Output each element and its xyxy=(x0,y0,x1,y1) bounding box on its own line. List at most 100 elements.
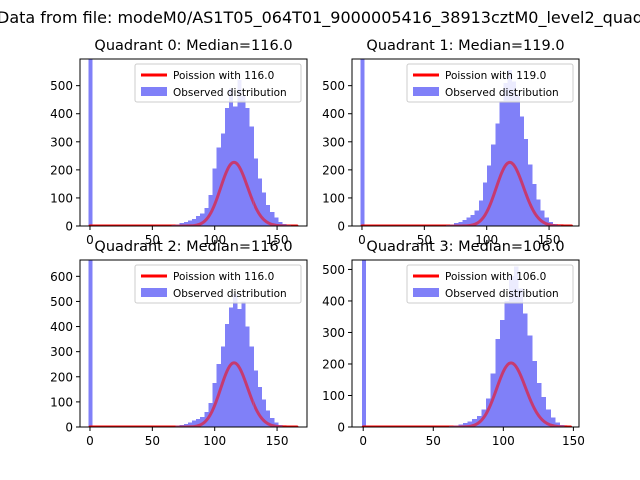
histogram-bar-overlay xyxy=(196,216,201,226)
y-tick-label: 400 xyxy=(50,320,73,334)
x-tick-label: 50 xyxy=(426,434,441,448)
histogram-bar xyxy=(520,116,525,226)
histogram-bar-overlay xyxy=(458,221,463,226)
histogram-bar xyxy=(200,416,205,427)
histogram-bar-overlay xyxy=(450,224,455,226)
histogram-bar xyxy=(257,178,262,226)
figure-suptitle: Data from file: modeM0/AS1T05_064T01_900… xyxy=(0,8,640,27)
histogram-bar-overlay xyxy=(462,219,467,226)
histogram-bar-overlay xyxy=(504,300,510,427)
legend-patch-swatch xyxy=(141,288,167,297)
histogram-bar xyxy=(462,423,468,427)
histogram-bar-overlay xyxy=(233,106,238,226)
y-tick-label: 100 xyxy=(50,395,73,409)
plot-area xyxy=(88,260,299,427)
histogram-bar-overlay xyxy=(261,192,267,226)
histogram-bar-overlay xyxy=(560,425,565,427)
histogram-bar-overlay xyxy=(476,415,482,427)
subplot-title: Quadrant 3: Median=106.0 xyxy=(366,239,564,255)
histogram-bar xyxy=(229,88,234,226)
legend-frame xyxy=(406,63,574,103)
histogram-bar xyxy=(88,59,93,226)
x-tick-label: 100 xyxy=(203,434,226,448)
histogram-bar xyxy=(224,108,230,226)
histogram-bar xyxy=(503,82,508,226)
histogram-bar-overlay xyxy=(241,301,246,427)
histogram-bar xyxy=(229,307,234,427)
x-tick-label: 150 xyxy=(266,434,289,448)
histogram-bar-overlay xyxy=(536,199,541,226)
y-tick-label: 400 xyxy=(322,294,345,308)
histogram-bar-overlay xyxy=(245,108,250,226)
histogram-bar-overlay xyxy=(458,424,463,427)
histogram-bar-overlay xyxy=(467,421,473,427)
legend-label-observed: Observed distribution xyxy=(445,87,559,99)
x-tick-label: 0 xyxy=(86,233,94,247)
histogram-bar-overlay xyxy=(544,217,549,226)
histogram-bar xyxy=(486,398,491,427)
x-tick-label: 150 xyxy=(562,434,585,448)
histogram-bar-overlay xyxy=(196,418,201,427)
histogram-bar-overlay xyxy=(270,418,275,427)
y-tick-label: 600 xyxy=(50,270,73,284)
histogram-bar-overlay xyxy=(466,217,471,226)
histogram-bar xyxy=(536,199,541,226)
histogram-bar xyxy=(491,144,496,226)
histogram-bar xyxy=(511,81,516,226)
histogram-bar-overlay xyxy=(511,81,516,226)
histogram-bar xyxy=(245,108,250,226)
histogram-bar xyxy=(257,386,262,427)
histogram-bar-overlay xyxy=(261,399,267,427)
histogram-bar-overlay xyxy=(453,425,459,427)
histogram-bar-overlay xyxy=(253,158,258,226)
histogram-bar-overlay xyxy=(220,346,225,427)
histogram-bar xyxy=(499,101,504,226)
histogram-bar xyxy=(237,80,242,226)
histogram-bar-overlay xyxy=(278,424,283,427)
histogram-bar xyxy=(187,220,193,226)
histogram-bar xyxy=(523,313,528,427)
histogram-bar-overlay xyxy=(454,223,459,226)
legend-label-observed: Observed distribution xyxy=(445,288,559,300)
legend-patch-swatch xyxy=(413,288,439,297)
histogram-bar xyxy=(482,182,488,226)
histogram-bar xyxy=(541,397,547,427)
histogram-bar xyxy=(532,183,537,226)
histogram-bar xyxy=(458,221,463,226)
subplot-quadrant-1: 0 50 100 150 0 100 200 300 400 500 Quadrant 1: Med… xyxy=(322,38,580,247)
histogram-bar xyxy=(518,288,524,427)
subplot-quadrant-0: 0 50 100 150 0 100 200 300 400 500 Quadrant 0: Med… xyxy=(50,38,308,247)
y-tick-label: 100 xyxy=(50,191,73,205)
subplot-title: Quadrant 2: Median=116.0 xyxy=(94,239,292,255)
histogram-bar xyxy=(270,211,275,226)
histogram-bar xyxy=(361,260,367,427)
histogram-bar-overlay xyxy=(212,383,217,427)
histogram-bar-overlay xyxy=(528,164,533,226)
histogram-bar-overlay xyxy=(224,324,230,427)
histogram-bar-overlay xyxy=(490,373,496,427)
histogram-bar xyxy=(515,94,521,226)
histogram-bar xyxy=(550,417,556,427)
histogram-bar-overlay xyxy=(546,409,551,427)
legend-label-observed: Observed distribution xyxy=(173,288,287,300)
histogram-bar xyxy=(487,165,492,226)
histogram-bar-overlay xyxy=(208,403,213,427)
legend-frame xyxy=(134,63,302,103)
histogram-bar-overlay xyxy=(253,370,258,427)
histogram-bar xyxy=(261,192,267,226)
histogram-bar-overlay xyxy=(555,422,561,427)
legend-patch-swatch xyxy=(141,87,167,96)
histogram-bar-overlay xyxy=(216,147,221,226)
x-tick-label: 50 xyxy=(417,233,432,247)
histogram-bar xyxy=(274,217,279,226)
y-tick-label: 300 xyxy=(50,345,73,359)
legend-frame xyxy=(134,264,302,304)
y-tick-label: 300 xyxy=(50,135,73,149)
histogram-bar-overlay xyxy=(541,397,547,427)
histogram-bar xyxy=(472,419,477,427)
histogram-bar xyxy=(266,410,271,427)
histogram-bar xyxy=(507,70,512,226)
histogram-bar-overlay xyxy=(520,116,525,226)
histogram-bar-overlay xyxy=(183,423,188,427)
